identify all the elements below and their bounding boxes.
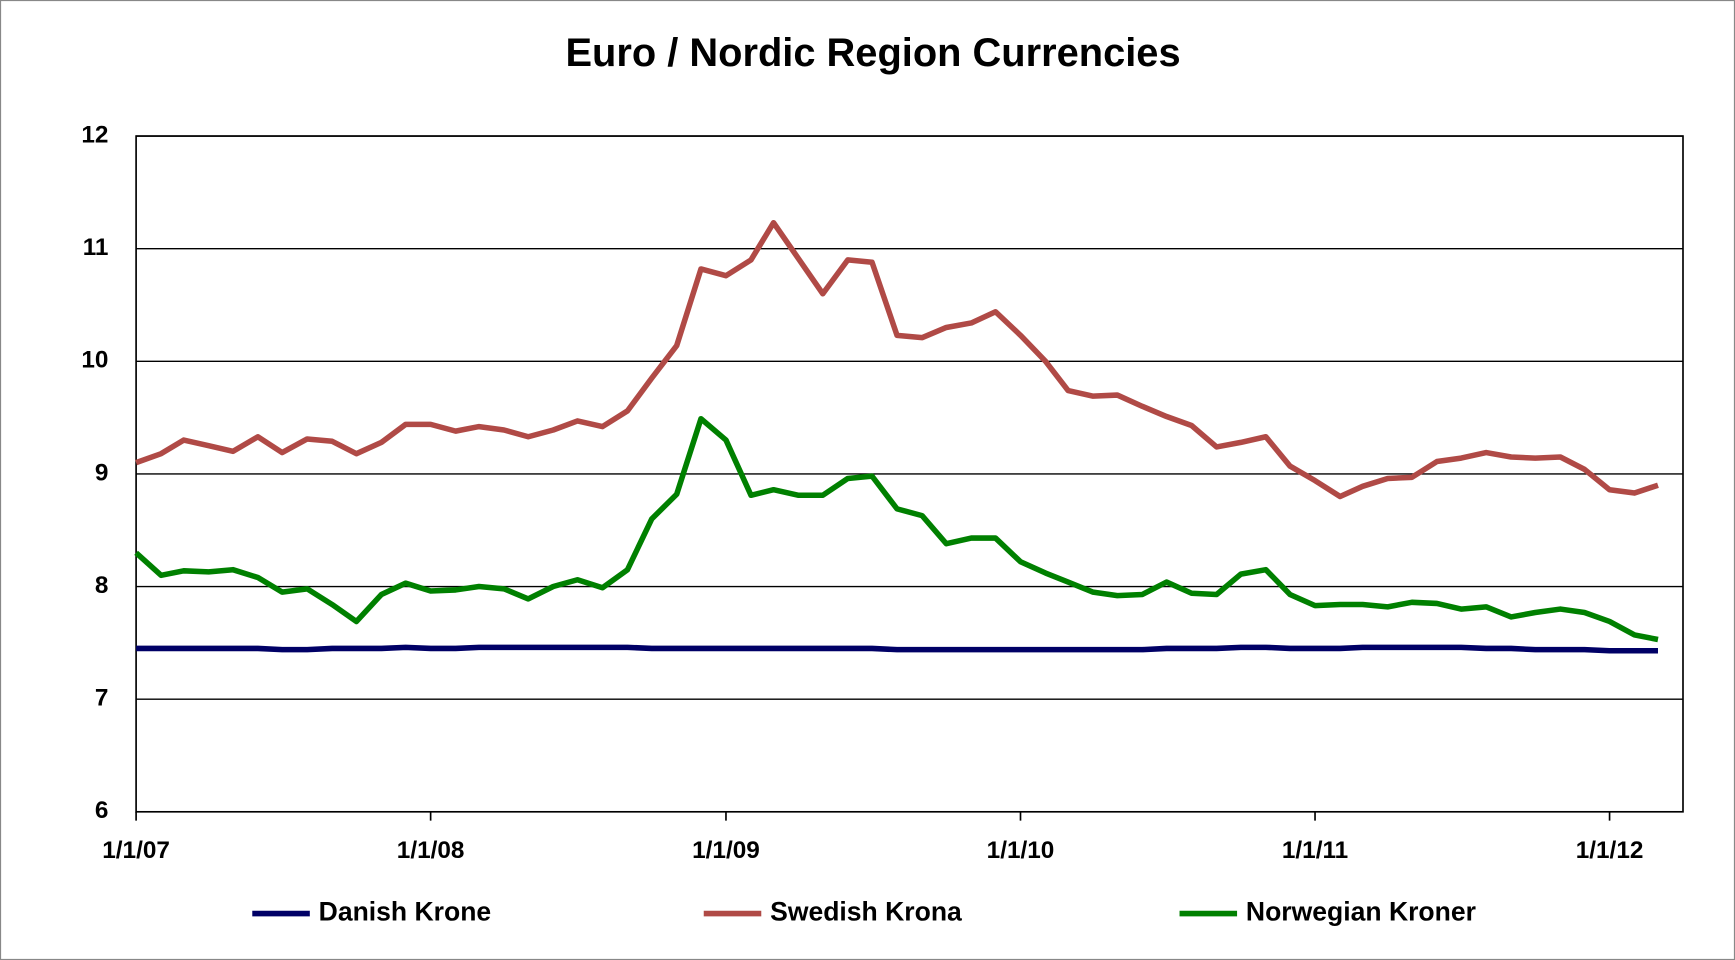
series-line xyxy=(135,219,1659,500)
y-tick-label: 8 xyxy=(95,572,109,599)
series-line xyxy=(136,644,1658,654)
x-tick-label: 1/1/09 xyxy=(692,837,760,864)
y-tick-label: 9 xyxy=(95,459,109,486)
legend-label: Swedish Krona xyxy=(770,897,962,927)
y-tick-label: 6 xyxy=(95,797,109,824)
y-tick-label: 11 xyxy=(83,234,109,261)
plot-frame xyxy=(135,135,1684,813)
x-tick-label: 1/1/12 xyxy=(1576,837,1644,864)
y-tick-label: 7 xyxy=(95,685,109,712)
y-tick-label: 12 xyxy=(81,121,108,148)
y-tick-label: 10 xyxy=(81,347,108,374)
legend-label: Danish Krone xyxy=(319,897,492,927)
x-tick-label: 1/1/11 xyxy=(1282,837,1348,864)
legend-label: Norwegian Kroner xyxy=(1246,897,1476,927)
series-line xyxy=(134,415,1659,643)
x-tick-label: 1/1/10 xyxy=(987,837,1055,864)
x-tick-label: 1/1/08 xyxy=(397,837,465,864)
chart-title: Euro / Nordic Region Currencies xyxy=(565,31,1180,75)
x-tick-label: 1/1/07 xyxy=(102,837,170,864)
